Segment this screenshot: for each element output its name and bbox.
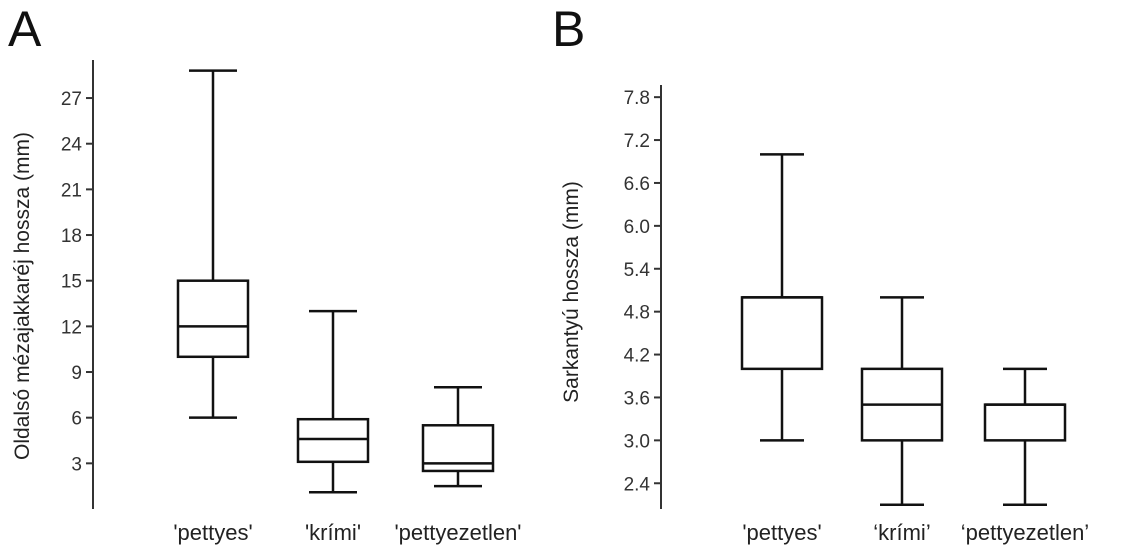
panel-a-category-label: 'pettyes' xyxy=(173,520,252,545)
panel-b-category-label: 'pettyes' xyxy=(742,520,821,545)
panel-a-y-tick-label: 9 xyxy=(71,363,82,384)
panel-a-y-tick-label: 6 xyxy=(71,409,82,430)
panel-a-y-tick-label: 3 xyxy=(71,454,82,475)
panel-a-box-2 xyxy=(296,309,370,494)
panel-a-box-3 xyxy=(421,385,495,488)
panel-b-category-label: ‘pettyezetlen’ xyxy=(961,520,1089,545)
panel-b-category-label: ‘krími’ xyxy=(873,520,930,545)
panel-b-y-tick-label: 4.8 xyxy=(624,303,650,324)
panel-a-boxes xyxy=(176,69,495,494)
panel-b-y-tick-label: 7.2 xyxy=(624,131,650,152)
panel-a-letter: A xyxy=(8,1,42,57)
panel-b-y-tick-label: 6.6 xyxy=(624,174,650,195)
panel-b-box-3 xyxy=(983,367,1067,506)
panel-b-boxplot: B Sarkantyú hossza (mm) 2.4 3.0 3.6 4.2 4.8 5… xyxy=(552,1,1089,545)
panel-b-ticks: 2.4 3.0 3.6 4.2 4.8 5.4 6.0 6.6 7.2 7.8 xyxy=(624,88,661,495)
panel-b-y-tick-label: 7.8 xyxy=(624,88,650,109)
interquartile-box xyxy=(296,417,370,464)
panel-a-y-tick-label: 27 xyxy=(61,89,82,110)
panel-b-y-tick-label: 3.6 xyxy=(624,388,650,409)
panel-b-category-labels: 'pettyes' ‘krími’ ‘pettyezetlen’ xyxy=(742,520,1089,545)
panel-a-category-label: 'pettyezetlen' xyxy=(394,520,521,545)
interquartile-box xyxy=(176,279,250,359)
panel-a-box-1 xyxy=(176,69,250,419)
interquartile-box xyxy=(983,403,1067,442)
panel-a-y-tick-label: 21 xyxy=(61,180,82,201)
panel-b-boxes xyxy=(740,153,1067,506)
panel-a-y-axis-title: Oldalsó mézajakkaréj hossza (mm) xyxy=(11,132,34,460)
panel-a-boxplot: A Oldalsó mézajakkaréj hossza (mm) 3 6 9 12… xyxy=(8,1,522,545)
panel-b-y-tick-label: 5.4 xyxy=(624,260,651,281)
panel-a-y-tick-label: 24 xyxy=(61,135,83,156)
panel-a-ticks: 3 6 9 12 15 18 21 24 27 xyxy=(61,89,93,475)
panel-a-category-label: 'krími' xyxy=(305,520,361,545)
panel-b-y-tick-label: 4.2 xyxy=(624,346,650,367)
panel-b-box-2 xyxy=(860,296,944,506)
panel-a-category-labels: 'pettyes' 'krími' 'pettyezetlen' xyxy=(173,520,521,545)
panel-b-letter: B xyxy=(552,1,585,57)
panel-b-y-axis-title: Sarkantyú hossza (mm) xyxy=(560,181,583,403)
panel-a-y-tick-label: 12 xyxy=(61,317,82,338)
panel-b-y-tick-label: 3.0 xyxy=(624,431,650,452)
panel-a-y-tick-label: 15 xyxy=(61,272,82,293)
panel-b-y-tick-label: 6.0 xyxy=(624,217,650,238)
panel-a-y-tick-label: 18 xyxy=(61,226,82,247)
interquartile-box xyxy=(740,296,824,371)
panel-b-box-1 xyxy=(740,153,824,442)
panel-b-y-tick-label: 2.4 xyxy=(624,474,651,495)
